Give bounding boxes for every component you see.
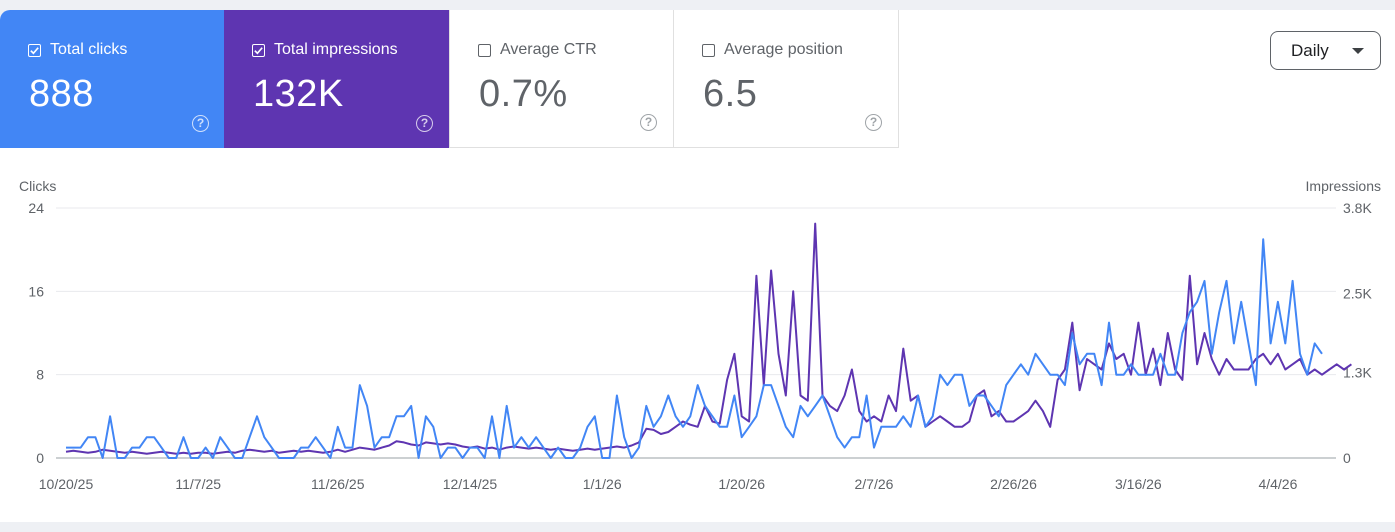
right-axis-title: Impressions bbox=[1306, 178, 1381, 194]
left-tick-label: 0 bbox=[36, 450, 44, 466]
series-line-total-clicks bbox=[66, 238, 1323, 459]
checkbox-checked-icon[interactable] bbox=[28, 43, 41, 57]
x-tick-label: 1/20/26 bbox=[718, 476, 765, 492]
left-tick-label: 24 bbox=[28, 200, 44, 216]
left-tick-label: 8 bbox=[36, 367, 44, 383]
granularity-dropdown[interactable]: Daily bbox=[1270, 31, 1381, 70]
x-tick-label: 2/7/26 bbox=[854, 476, 893, 492]
metric-label: Total impressions bbox=[274, 41, 398, 58]
x-tick-label: 12/14/25 bbox=[443, 476, 498, 492]
metric-value: 132K bbox=[253, 73, 344, 115]
right-tick-label: 2.5K bbox=[1343, 286, 1372, 302]
caret-down-icon bbox=[1352, 48, 1364, 54]
chart-gridlines bbox=[56, 207, 1336, 459]
metric-value: 0.7% bbox=[479, 73, 568, 115]
metric-card-average-position[interactable]: Average position 6.5 ? bbox=[674, 10, 899, 148]
help-icon[interactable]: ? bbox=[192, 115, 209, 132]
right-tick-label: 1.3K bbox=[1343, 364, 1372, 380]
metric-header: Total clicks bbox=[28, 41, 127, 59]
help-icon[interactable]: ? bbox=[865, 114, 882, 131]
right-tick-label: 0 bbox=[1343, 450, 1351, 466]
metric-label: Total clicks bbox=[50, 41, 128, 58]
x-tick-label: 4/4/26 bbox=[1258, 476, 1297, 492]
series-line-total-impressions bbox=[65, 222, 1352, 455]
x-axis-ticks: 10/20/25 11/7/25 11/26/25 12/14/25 1/1/26 1/2… bbox=[39, 476, 1298, 492]
metric-header: Average position bbox=[702, 41, 843, 59]
metric-value: 6.5 bbox=[703, 73, 758, 115]
metric-label: Average CTR bbox=[500, 41, 597, 58]
dropdown-selected-value: Daily bbox=[1291, 40, 1329, 60]
x-tick-label: 1/1/26 bbox=[583, 476, 622, 492]
help-icon[interactable]: ? bbox=[416, 115, 433, 132]
left-tick-label: 16 bbox=[28, 283, 44, 299]
metric-card-total-clicks[interactable]: Total clicks 888 ? bbox=[0, 10, 225, 148]
metric-card-average-ctr[interactable]: Average CTR 0.7% ? bbox=[449, 10, 674, 148]
metric-card-total-impressions[interactable]: Total impressions 132K ? bbox=[224, 10, 449, 148]
x-tick-label: 3/16/26 bbox=[1115, 476, 1162, 492]
help-icon[interactable]: ? bbox=[640, 114, 657, 131]
right-axis-ticks: 3.8K 2.5K 1.3K 0 bbox=[1343, 200, 1372, 466]
x-tick-label: 11/7/25 bbox=[175, 476, 221, 492]
x-tick-label: 11/26/25 bbox=[311, 476, 365, 492]
x-tick-label: 2/26/26 bbox=[990, 476, 1037, 492]
left-axis-title: Clicks bbox=[19, 178, 56, 194]
checkbox-checked-icon[interactable] bbox=[252, 43, 265, 57]
metric-header: Average CTR bbox=[478, 41, 597, 59]
x-tick-label: 10/20/25 bbox=[39, 476, 94, 492]
metric-value: 888 bbox=[29, 73, 94, 115]
right-tick-label: 3.8K bbox=[1343, 200, 1372, 216]
left-axis-ticks: 24 16 8 0 bbox=[28, 200, 44, 466]
metric-header: Total impressions bbox=[252, 41, 398, 59]
metric-label: Average position bbox=[724, 41, 843, 58]
checkbox-unchecked-icon[interactable] bbox=[702, 43, 715, 57]
chart-series bbox=[65, 222, 1352, 459]
checkbox-unchecked-icon[interactable] bbox=[478, 43, 491, 57]
